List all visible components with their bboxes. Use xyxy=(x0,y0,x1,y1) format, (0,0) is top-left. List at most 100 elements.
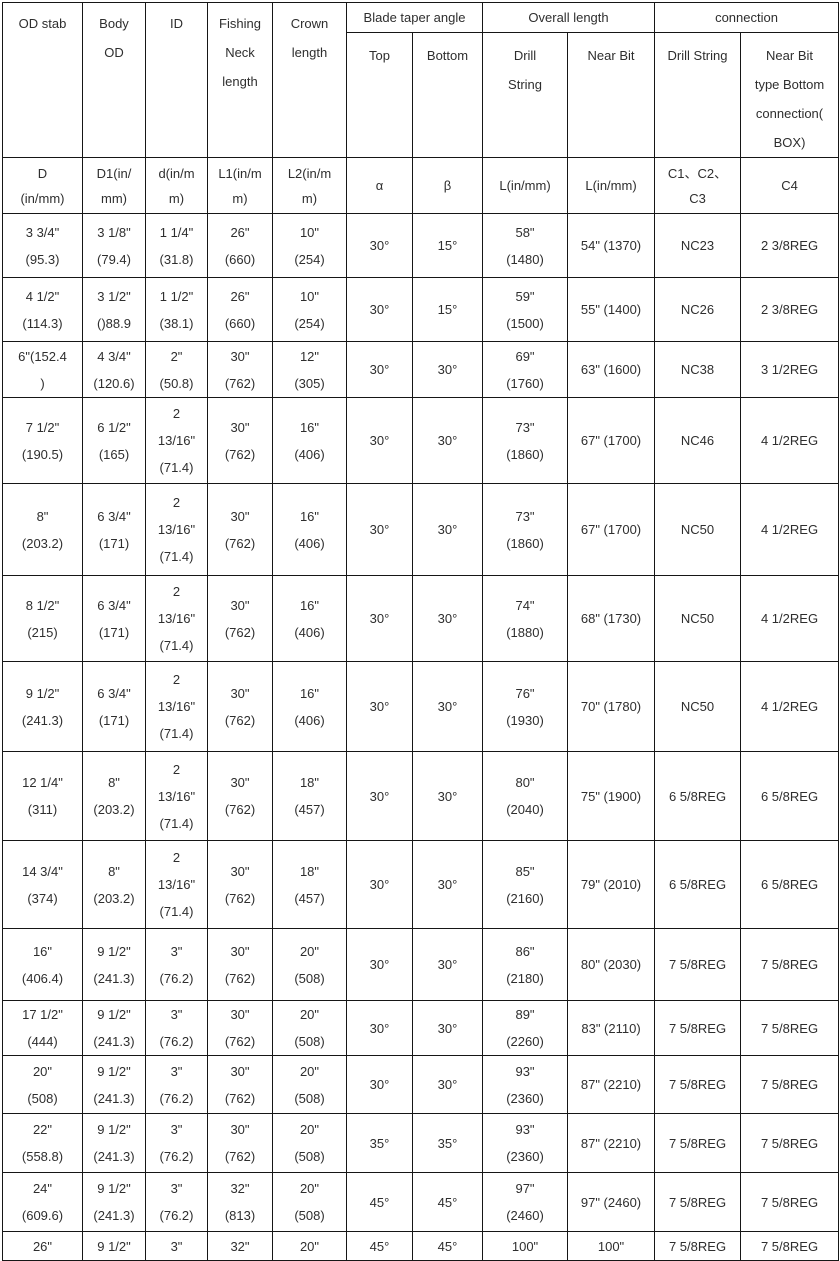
cell-line: 20" xyxy=(299,1122,320,1137)
table-row: 24" (609.6) 9 1/2" (241.3) 3" (76.2) 32" (813) 2… xyxy=(2,1172,840,1232)
cell-line: 7 5/8REG xyxy=(760,1077,819,1092)
table-cell: 3" (76.2) xyxy=(145,1055,208,1114)
cell-line: 75" (1900) xyxy=(580,788,642,804)
cell-line: Near Bit xyxy=(587,48,635,63)
table-cell: 30" (762) xyxy=(207,575,273,662)
cell-line: (241.3) xyxy=(93,1149,135,1164)
cell-line: 7 5/8REG xyxy=(760,1194,819,1210)
table-cell: 9 1/2" (241.3) xyxy=(82,1172,146,1232)
table-cell: 58" (1480) xyxy=(482,213,569,278)
cell-line: Crown xyxy=(290,16,329,31)
cell-line: (241.3) xyxy=(93,970,135,986)
table-row: 9 1/2" (241.3) 6 3/4" (171) 2 13/16" (71.4) 30"… xyxy=(2,661,840,752)
table-cell: 20" (508) xyxy=(272,1113,347,1173)
cell-line: 30° xyxy=(437,788,458,804)
cell-line: 9 1/2" xyxy=(25,685,60,701)
table-cell: 2" (50.8) xyxy=(145,341,208,398)
table-cell: 30° xyxy=(346,751,413,841)
table-cell: 9 1/2" (241.3) xyxy=(2,661,83,752)
header-row-groups: OD stab Body OD ID Fishing Neck length Crown len… xyxy=(2,2,840,158)
cell-line: 18" xyxy=(299,775,320,790)
cell-line: ()88.9 xyxy=(97,315,131,331)
table-cell: NC50 xyxy=(654,483,742,576)
cell-line: 9 1/2" xyxy=(97,1063,131,1079)
table-cell: 2 3/8REG xyxy=(740,277,840,342)
table-cell: 6 3/4" (171) xyxy=(82,575,146,662)
cell-line: 26" xyxy=(230,288,250,304)
cell-line: 9 1/2" xyxy=(97,1007,131,1022)
header-subcell: Near Bit xyxy=(567,32,656,158)
cell-line: (203.2) xyxy=(21,535,64,551)
cell-line: C1、C2、 xyxy=(667,165,728,181)
table-row: 26" 9 1/2" 3" 32" 20" 45° 45° 100" 100" 7 5/8REG 7… xyxy=(2,1231,840,1261)
cell-line: L(in/mm) xyxy=(585,178,637,193)
cell-line: 13/16" xyxy=(157,699,196,714)
cell-line: 13/16" xyxy=(157,877,196,892)
table-cell: 3" (76.2) xyxy=(145,1113,208,1173)
cell-line: (165) xyxy=(98,446,130,462)
cell-line: (762) xyxy=(224,802,256,817)
table-cell: 20" (508) xyxy=(272,1055,347,1114)
table-cell: 79" (2010) xyxy=(567,840,656,929)
cell-line: 13/16" xyxy=(157,433,196,448)
cell-line: (2360) xyxy=(506,1149,544,1164)
cell-line: (406) xyxy=(294,535,325,551)
header-subcell: Drill String xyxy=(654,32,742,158)
cell-line: 16" xyxy=(299,597,320,613)
table-cell: 7 5/8REG xyxy=(654,1000,742,1056)
cell-line: 4 1/2REG xyxy=(760,522,819,537)
cell-line: 35° xyxy=(437,1135,458,1151)
table-cell: 30" (762) xyxy=(207,1000,273,1056)
cell-line: OD xyxy=(104,45,124,60)
table-cell: 35° xyxy=(411,1113,484,1173)
cell-line: 7 5/8REG xyxy=(760,1238,819,1254)
cell-line: C3 xyxy=(689,190,706,206)
cell-line: 7 5/8REG xyxy=(668,1135,727,1151)
table-cell: 8 1/2" (215) xyxy=(2,575,83,662)
cell-line: 30° xyxy=(437,522,458,537)
cell-line: 73" xyxy=(515,419,535,435)
cell-line: 30" xyxy=(230,1063,250,1079)
cell-line: (in/mm) xyxy=(20,190,65,206)
cell-line: (71.4) xyxy=(159,460,194,475)
table-cell: 30° xyxy=(346,661,413,752)
cell-line: 30" xyxy=(230,348,250,364)
table-cell: 9 1/2" xyxy=(82,1231,146,1261)
cell-line: 87" (2210) xyxy=(580,1077,642,1092)
cell-line: (1500) xyxy=(506,315,544,331)
cell-line: 12" xyxy=(299,348,320,364)
table-cell: 89" (2260) xyxy=(482,1000,569,1056)
cell-line: 17 1/2" xyxy=(22,1007,63,1022)
cell-line: NC46 xyxy=(680,433,715,448)
table-cell: 18" (457) xyxy=(272,840,347,929)
table-cell: 6 3/4" (171) xyxy=(82,661,146,752)
cell-line: 18" xyxy=(299,863,320,879)
cell-line: 87" (2210) xyxy=(580,1135,642,1151)
cell-line: (76.2) xyxy=(159,1149,194,1164)
cell-line: Top xyxy=(369,48,390,63)
table-cell: 20" xyxy=(272,1231,347,1261)
table-cell: 10" (254) xyxy=(272,277,347,342)
cell-line: 30° xyxy=(437,362,458,377)
cell-line: (171) xyxy=(98,624,130,640)
cell-line: 30° xyxy=(369,433,390,448)
table-cell: 7 5/8REG xyxy=(740,1172,840,1232)
table-cell: 7 5/8REG xyxy=(740,928,840,1001)
table-cell: 7 5/8REG xyxy=(654,1172,742,1232)
table-cell: 9 1/2" (241.3) xyxy=(82,928,146,1001)
cell-line: α xyxy=(375,178,384,193)
table-cell: NC38 xyxy=(654,341,742,398)
cell-line: Body xyxy=(99,16,129,31)
table-cell: 14 3/4" (374) xyxy=(2,840,83,929)
cell-line: 6 3/4" xyxy=(97,597,131,613)
cell-line: 100" xyxy=(597,1238,625,1254)
cell-line: 16" xyxy=(299,508,320,524)
table-cell: 68" (1730) xyxy=(567,575,656,662)
table-cell: 2 13/16" (71.4) xyxy=(145,397,208,484)
cell-line: 7 5/8REG xyxy=(760,1020,819,1036)
header-cell: Overall length xyxy=(482,2,656,33)
cell-line: NC26 xyxy=(680,302,715,317)
cell-line: 6"(152.4 xyxy=(18,348,67,364)
table-row: 20" (508) 9 1/2" (241.3) 3" (76.2) 30" (762) 20"… xyxy=(2,1055,840,1114)
cell-line: (762) xyxy=(224,890,256,906)
